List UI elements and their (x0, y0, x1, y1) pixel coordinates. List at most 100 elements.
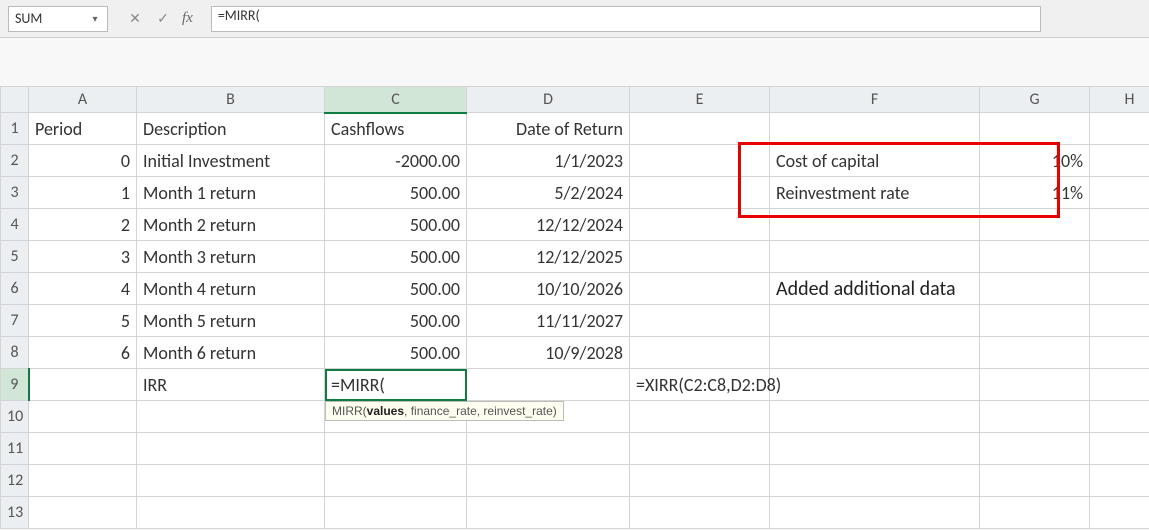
cell-F5[interactable] (770, 241, 980, 273)
row-header-13[interactable]: 13 (1, 497, 29, 529)
cell-A10[interactable] (29, 401, 137, 433)
cell-A11[interactable] (29, 433, 137, 465)
cell-H4[interactable] (1090, 209, 1149, 241)
col-header-H[interactable]: H (1090, 87, 1149, 113)
cell-G7[interactable] (980, 305, 1090, 337)
cell-E4[interactable] (630, 209, 770, 241)
cell-E1[interactable] (630, 113, 770, 145)
cell-H3[interactable] (1090, 177, 1149, 209)
cell-D11[interactable] (467, 433, 630, 465)
cell-F12[interactable] (770, 465, 980, 497)
col-header-E[interactable]: E (630, 87, 770, 113)
cell-C1[interactable]: Cashflows (325, 113, 467, 145)
cell-H9[interactable] (1090, 369, 1149, 401)
cell-B10[interactable] (137, 401, 325, 433)
cell-B5[interactable]: Month 3 return (137, 241, 325, 273)
cell-E12[interactable] (630, 465, 770, 497)
col-header-B[interactable]: B (137, 87, 325, 113)
cell-E5[interactable] (630, 241, 770, 273)
cell-A3[interactable]: 1 (29, 177, 137, 209)
cell-C12[interactable] (325, 465, 467, 497)
row-header-10[interactable]: 10 (1, 401, 29, 433)
cell-A7[interactable]: 5 (29, 305, 137, 337)
cell-F6[interactable]: Added additional data (770, 273, 980, 305)
col-header-A[interactable]: A (29, 87, 137, 113)
row-header-6[interactable]: 6 (1, 273, 29, 305)
col-header-F[interactable]: F (770, 87, 980, 113)
cell-D12[interactable] (467, 465, 630, 497)
cell-F4[interactable] (770, 209, 980, 241)
col-header-C[interactable]: C (325, 87, 467, 113)
cell-F10[interactable] (770, 401, 980, 433)
cell-C11[interactable] (325, 433, 467, 465)
cell-F11[interactable] (770, 433, 980, 465)
cell-B9[interactable]: IRR (137, 369, 325, 401)
cell-C4[interactable]: 500.00 (325, 209, 467, 241)
cell-C5[interactable]: 500.00 (325, 241, 467, 273)
cell-A13[interactable] (29, 497, 137, 529)
cell-H6[interactable] (1090, 273, 1149, 305)
row-header-5[interactable]: 5 (1, 241, 29, 273)
cell-D5[interactable]: 12/12/2025 (467, 241, 630, 273)
cell-H13[interactable] (1090, 497, 1149, 529)
cell-B4[interactable]: Month 2 return (137, 209, 325, 241)
cell-G8[interactable] (980, 337, 1090, 369)
cell-C3[interactable]: 500.00 (325, 177, 467, 209)
cell-G13[interactable] (980, 497, 1090, 529)
cell-H7[interactable] (1090, 305, 1149, 337)
cell-B12[interactable] (137, 465, 325, 497)
cell-B8[interactable]: Month 6 return (137, 337, 325, 369)
cell-A2[interactable]: 0 (29, 145, 137, 177)
cell-G5[interactable] (980, 241, 1090, 273)
cell-B6[interactable]: Month 4 return (137, 273, 325, 305)
col-header-G[interactable]: G (980, 87, 1090, 113)
cell-A1[interactable]: Period (29, 113, 137, 145)
cell-F8[interactable] (770, 337, 980, 369)
cell-D13[interactable] (467, 497, 630, 529)
name-box[interactable]: SUM ▾ (8, 6, 108, 32)
row-header-7[interactable]: 7 (1, 305, 29, 337)
row-header-11[interactable]: 11 (1, 433, 29, 465)
row-header-2[interactable]: 2 (1, 145, 29, 177)
formula-input[interactable]: =MIRR( (211, 6, 1041, 32)
row-header-3[interactable]: 3 (1, 177, 29, 209)
cell-H12[interactable] (1090, 465, 1149, 497)
cell-D4[interactable]: 12/12/2024 (467, 209, 630, 241)
row-header-8[interactable]: 8 (1, 337, 29, 369)
cell-D7[interactable]: 11/11/2027 (467, 305, 630, 337)
cell-G6[interactable] (980, 273, 1090, 305)
row-header-12[interactable]: 12 (1, 465, 29, 497)
cell-B3[interactable]: Month 1 return (137, 177, 325, 209)
cell-B11[interactable] (137, 433, 325, 465)
cell-E9[interactable]: =XIRR(C2:C8,D2:D8) (630, 369, 770, 401)
spreadsheet-grid[interactable]: A B C D E F G H 1 Period Description Cas… (0, 86, 1149, 529)
cell-D3[interactable]: 5/2/2024 (467, 177, 630, 209)
row-header-4[interactable]: 4 (1, 209, 29, 241)
cancel-formula-icon[interactable]: ✕ (126, 10, 144, 27)
cell-C2[interactable]: -2000.00 (325, 145, 467, 177)
cell-G11[interactable] (980, 433, 1090, 465)
cell-G9[interactable] (980, 369, 1090, 401)
cell-E3[interactable] (630, 177, 770, 209)
cell-H10[interactable] (1090, 401, 1149, 433)
cell-C9[interactable]: =MIRR( MIRR(values, finance_rate, reinve… (325, 369, 467, 401)
cell-A9[interactable] (29, 369, 137, 401)
cell-C8[interactable]: 500.00 (325, 337, 467, 369)
cell-E13[interactable] (630, 497, 770, 529)
cell-E2[interactable] (630, 145, 770, 177)
cell-H1[interactable] (1090, 113, 1149, 145)
cell-A4[interactable]: 2 (29, 209, 137, 241)
cell-F13[interactable] (770, 497, 980, 529)
cell-G4[interactable] (980, 209, 1090, 241)
cell-D8[interactable]: 10/9/2028 (467, 337, 630, 369)
accept-formula-icon[interactable]: ✓ (154, 10, 172, 27)
col-header-D[interactable]: D (467, 87, 630, 113)
cell-D9[interactable] (467, 369, 630, 401)
row-header-9[interactable]: 9 (1, 369, 29, 401)
cell-G10[interactable] (980, 401, 1090, 433)
cell-H2[interactable] (1090, 145, 1149, 177)
cell-E10[interactable] (630, 401, 770, 433)
cell-F3[interactable]: Reinvestment rate (770, 177, 980, 209)
cell-E7[interactable] (630, 305, 770, 337)
cell-F1[interactable] (770, 113, 980, 145)
